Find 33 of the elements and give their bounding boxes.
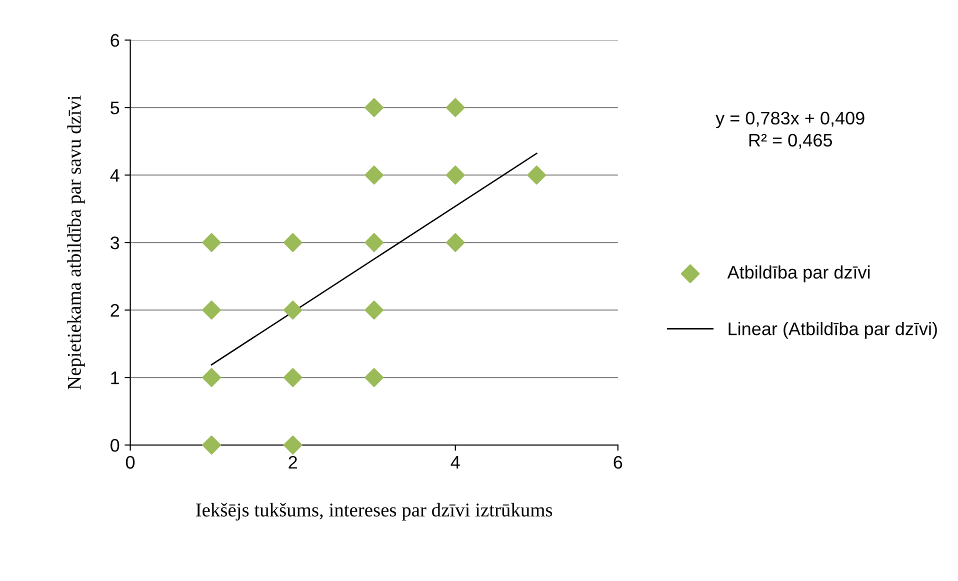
- y-tick-label: 1: [111, 372, 119, 384]
- point: [202, 368, 222, 388]
- point: [202, 233, 222, 252]
- x-tick-label: 6: [614, 456, 622, 469]
- x-tick-label: 4: [450, 456, 460, 469]
- point: [446, 98, 465, 118]
- point: [364, 368, 384, 388]
- x-axis-title: Iekšējs tukšums, intereses par dzīvi iztrūkums: [196, 502, 552, 521]
- y-axis-title: Nepietiekama atbildība par savu dzīvi: [67, 96, 85, 390]
- point: [527, 166, 546, 185]
- point: [446, 166, 465, 185]
- point: [202, 436, 222, 455]
- x-tick-label: 2: [288, 456, 297, 469]
- legend-label: Atbildība par dzīvi: [727, 265, 870, 282]
- point: [283, 436, 302, 455]
- point: [283, 368, 302, 388]
- y-tick-label: 3: [110, 236, 120, 250]
- point: [283, 233, 302, 252]
- point: [283, 300, 302, 320]
- point: [364, 233, 384, 252]
- point: [364, 300, 384, 320]
- legend-label: Linear (Atbildība par dzīvi): [728, 322, 937, 339]
- y-tick-label: 4: [110, 169, 120, 182]
- point: [202, 300, 222, 320]
- x-tick-label: 0: [126, 456, 135, 469]
- y-tick-label: 6: [110, 34, 120, 47]
- y-tick-label: 0: [110, 438, 120, 452]
- point: [446, 233, 465, 252]
- text: y = 0,783x + 0,409 R² = 0,465: [716, 112, 864, 149]
- y-tick-label: 5: [110, 102, 120, 114]
- point: [364, 166, 384, 185]
- y-tick-label: 2: [110, 304, 119, 317]
- point: [364, 98, 384, 118]
